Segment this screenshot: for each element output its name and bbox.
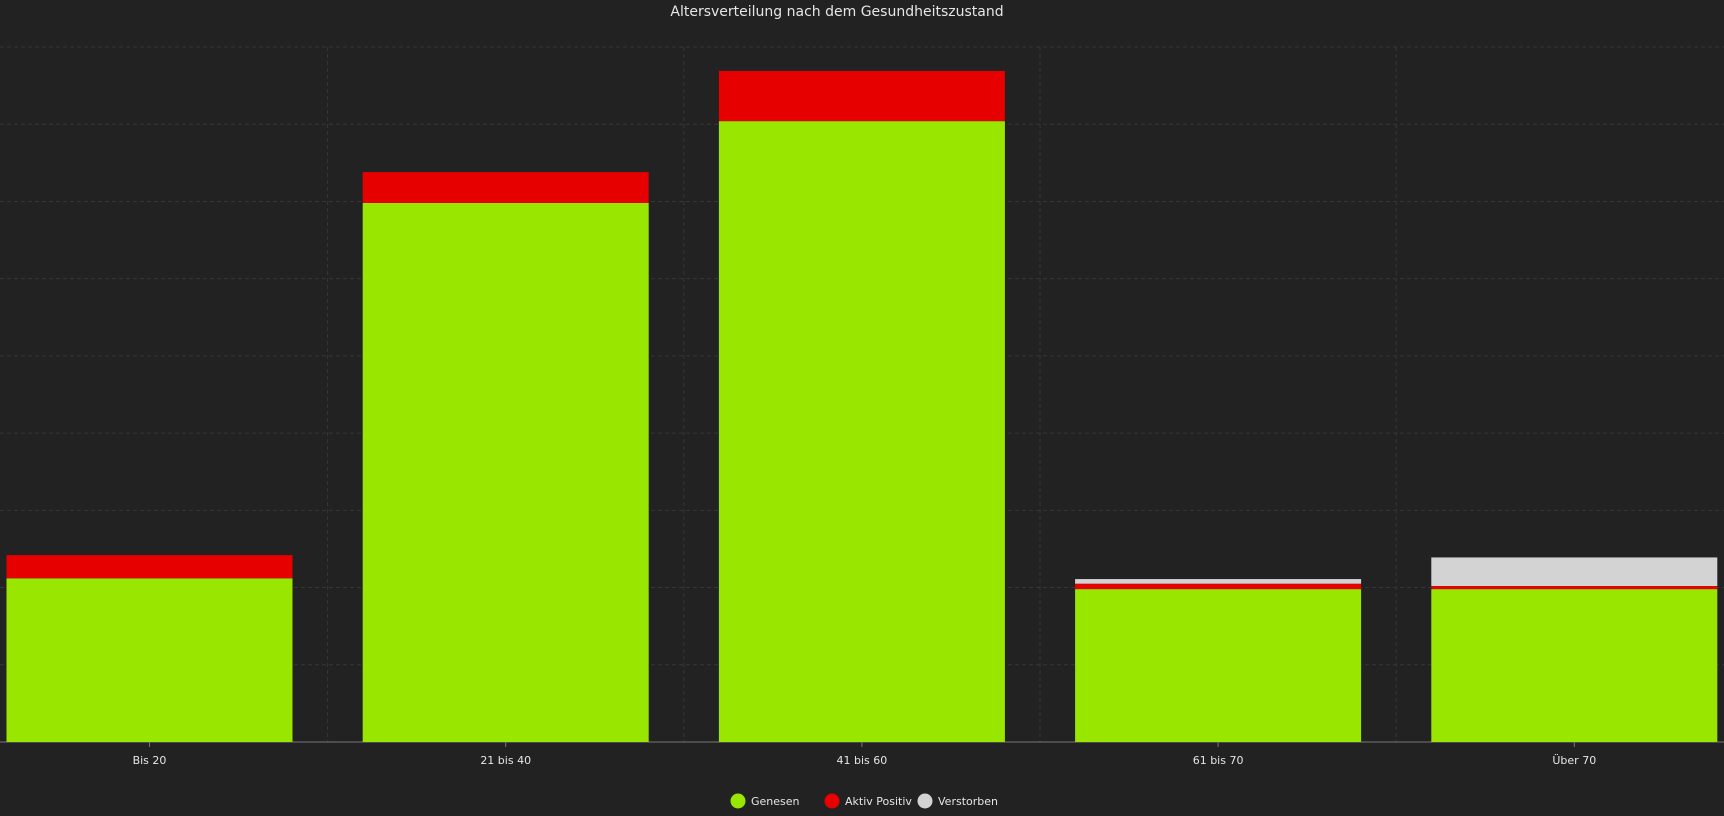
bar-segment bbox=[1075, 589, 1362, 742]
bar-segment bbox=[1431, 586, 1718, 590]
x-tick-label: 21 bis 40 bbox=[480, 754, 531, 767]
bar-segment bbox=[1431, 557, 1718, 587]
legend-label: Verstorben bbox=[938, 795, 998, 808]
bar-segment bbox=[1075, 579, 1362, 584]
bar-segment bbox=[6, 578, 293, 742]
x-tick-label: Bis 20 bbox=[133, 754, 167, 767]
bar-segment bbox=[362, 202, 649, 742]
legend-marker bbox=[824, 793, 840, 809]
legend-item: Aktiv Positiv bbox=[824, 793, 912, 809]
legend-item: Verstorben bbox=[917, 793, 998, 809]
legend-label: Aktiv Positiv bbox=[845, 795, 912, 808]
bar-segment bbox=[6, 555, 293, 579]
legend-label: Genesen bbox=[751, 795, 800, 808]
x-tick-label: 61 bis 70 bbox=[1193, 754, 1244, 767]
bar-segment bbox=[718, 121, 1005, 743]
x-tick-label: 41 bis 60 bbox=[837, 754, 888, 767]
bar-segment bbox=[362, 172, 649, 203]
legend-item: Genesen bbox=[730, 793, 800, 809]
bar-segment bbox=[1431, 589, 1718, 742]
legend-marker bbox=[730, 793, 746, 809]
legend-marker bbox=[917, 793, 933, 809]
chart-title: Altersverteilung nach dem Gesundheitszus… bbox=[670, 4, 1003, 20]
bar-segment bbox=[1075, 583, 1362, 590]
bar-segment bbox=[718, 70, 1005, 122]
x-tick-label: Über 70 bbox=[1552, 754, 1596, 767]
